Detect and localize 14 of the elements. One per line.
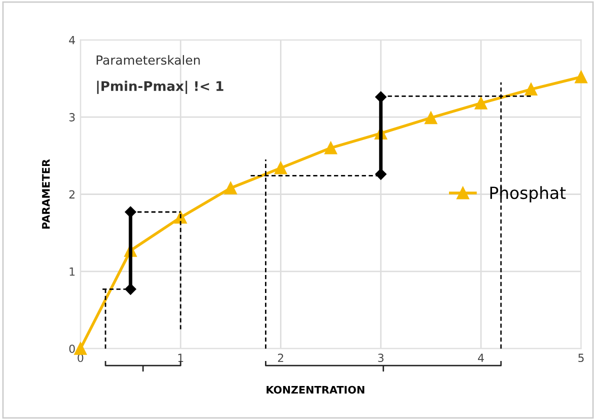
y-tick-label: 3 (69, 113, 75, 122)
x-axis-title: KONZENTRATION (266, 386, 364, 394)
y-tick-label: 2 (69, 190, 74, 198)
y-tick-label: 4 (69, 36, 75, 44)
annotation: Parameterskalen (96, 55, 200, 65)
y-axis-title: PARAMETER (42, 159, 50, 229)
x-tick-label: 3 (378, 354, 384, 362)
annotation: |Pmin-Pmax| !< 1 (97, 80, 224, 94)
x-tick-label: 4 (478, 354, 484, 362)
x-tick-label: 2 (278, 354, 284, 362)
legend-label: Phosphat (490, 186, 566, 202)
y-tick-label: 0 (69, 344, 75, 353)
x-tick-label: 5 (578, 354, 584, 362)
y-tick-label: 1 (70, 268, 75, 276)
